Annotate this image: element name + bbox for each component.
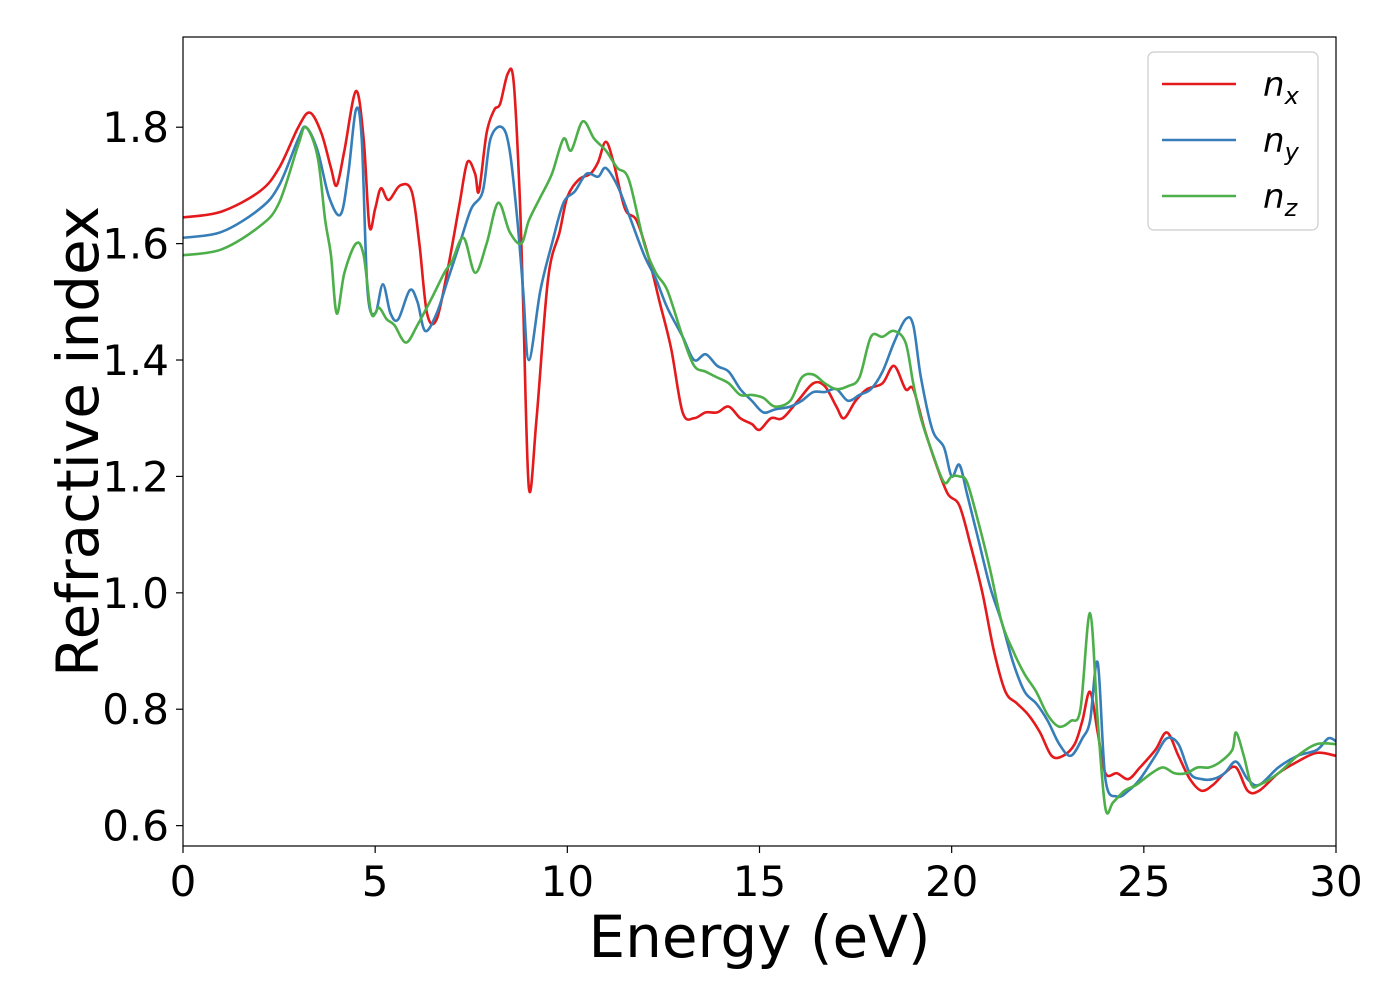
x-axis-ticks: 0 5 10 15 20 25 30	[170, 846, 1363, 906]
y-tick-label: 1.6	[102, 220, 169, 269]
y-tick-label: 1.4	[102, 336, 169, 385]
x-tick-label: 15	[733, 857, 786, 906]
y-tick-label: 0.8	[102, 685, 169, 734]
y-axis-ticks: 0.6 0.8 1.0 1.2 1.4 1.6 1.8	[102, 103, 183, 851]
legend-label: nx	[1263, 65, 1300, 110]
y-tick-label: 1.2	[102, 452, 169, 501]
x-tick-label: 5	[362, 857, 389, 906]
y-tick-label: 1.0	[102, 569, 169, 618]
x-tick-label: 30	[1309, 857, 1362, 906]
legend: nx ny nz	[1147, 51, 1319, 231]
y-tick-label: 1.8	[102, 103, 169, 152]
x-tick-label: 0	[170, 857, 197, 906]
x-axis-title: Energy (eV)	[588, 903, 930, 971]
series-line-nz	[183, 120, 1336, 815]
x-tick-label: 25	[1117, 857, 1170, 906]
x-tick-label: 20	[925, 857, 978, 906]
series-lines	[183, 67, 1336, 815]
legend-label: ny	[1263, 121, 1300, 166]
x-tick-label: 10	[541, 857, 594, 906]
legend-label: nz	[1263, 177, 1299, 222]
y-tick-label: 0.6	[102, 802, 169, 851]
y-axis-title: Refractive index	[44, 206, 112, 677]
